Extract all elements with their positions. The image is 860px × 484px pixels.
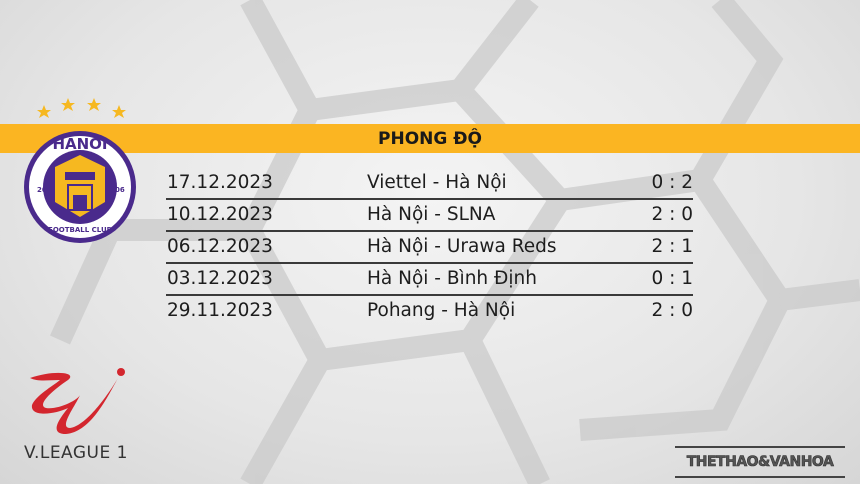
match-row: 03.12.2023 Hà Nội - Bình Định 0 : 1 <box>166 264 693 296</box>
logo-text-bottom: FOOTBALL CLUB <box>48 226 112 234</box>
match-row: 06.12.2023 Hà Nội - Urawa Reds 2 : 1 <box>166 232 693 264</box>
match-teams: Hà Nội - Bình Định <box>367 268 537 289</box>
match-date: 29.11.2023 <box>167 300 273 321</box>
page-title: PHONG ĐỘ <box>378 129 482 149</box>
match-teams: Hà Nội - SLNA <box>367 204 496 225</box>
match-row: 10.12.2023 Hà Nội - SLNA 2 : 0 <box>166 200 693 232</box>
match-teams: Viettel - Hà Nội <box>367 172 507 193</box>
match-score: 2 : 1 <box>651 236 693 257</box>
hanoi-fc-logo: HANOI 20 06 FOOTBALL CLUB <box>24 98 136 243</box>
match-date: 06.12.2023 <box>167 236 273 257</box>
logo-year-left: 20 <box>37 186 47 194</box>
match-score: 0 : 1 <box>651 268 693 289</box>
vleague-text: V.LEAGUE 1 <box>24 443 128 463</box>
match-date: 10.12.2023 <box>167 204 273 225</box>
match-list: 17.12.2023 Viettel - Hà Nội 0 : 2 10.12.… <box>166 168 693 326</box>
match-row: 17.12.2023 Viettel - Hà Nội 0 : 2 <box>166 168 693 200</box>
logo-year-right: 06 <box>115 186 125 194</box>
header-banner <box>0 124 860 153</box>
match-score: 0 : 2 <box>651 172 693 193</box>
match-score: 2 : 0 <box>651 204 693 225</box>
logo-text-top: HANOI <box>52 135 107 153</box>
match-row: 29.11.2023 Pohang - Hà Nội 2 : 0 <box>166 296 693 326</box>
match-teams: Hà Nội - Urawa Reds <box>367 236 557 257</box>
match-score: 2 : 0 <box>651 300 693 321</box>
match-date: 17.12.2023 <box>167 172 273 193</box>
brand-text: THETHAO&VANHOA <box>686 454 834 471</box>
brand-logo: THETHAO&VANHOA <box>675 446 845 478</box>
vleague-logo <box>30 368 125 434</box>
match-date: 03.12.2023 <box>167 268 273 289</box>
match-teams: Pohang - Hà Nội <box>367 300 516 321</box>
